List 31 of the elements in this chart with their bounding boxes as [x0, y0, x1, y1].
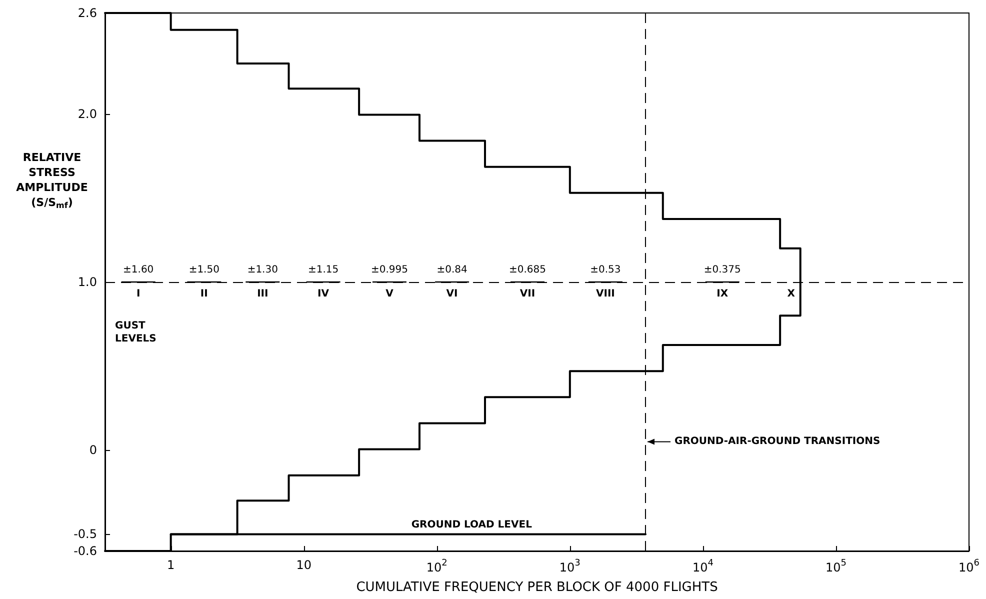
annotation: IX — [716, 288, 728, 300]
annotation: VIII — [596, 288, 615, 300]
y-tick-label: 0 — [89, 443, 97, 458]
annotation: GUST LEVELS — [115, 320, 156, 345]
annotation: ±0.84 — [436, 264, 468, 276]
annotation: ±0.53 — [590, 264, 621, 276]
ref-line-label: GROUND-AIR-GROUND TRANSITIONS — [674, 436, 880, 448]
y-tick-label: 2.6 — [78, 6, 97, 20]
annotation: X — [787, 288, 796, 300]
annotation: ±1.30 — [247, 264, 278, 276]
annotation: II — [200, 288, 208, 300]
x-tick-label: 10 — [296, 558, 312, 572]
annotation: I — [136, 288, 140, 300]
annotation: ±1.50 — [188, 264, 220, 276]
annotation: V — [386, 288, 394, 300]
annotation: ±1.15 — [308, 264, 339, 276]
series-label: GROUND LOAD LEVEL — [411, 520, 533, 531]
y-tick-label: -0.5 — [74, 527, 97, 542]
annotation: VII — [520, 288, 536, 300]
y-tick-label: 2.0 — [78, 106, 97, 121]
annotation: ±0.685 — [509, 264, 546, 276]
annotation: III — [257, 288, 268, 300]
y-tick-label: 1.0 — [78, 275, 97, 289]
annotation: VI — [446, 288, 458, 300]
annotation: ±0.375 — [704, 264, 741, 276]
annotation: IV — [318, 288, 330, 300]
annotation: ±0.995 — [370, 264, 408, 276]
y-tick-label: -0.6 — [74, 544, 97, 558]
x-axis-title: CUMULATIVE FREQUENCY PER BLOCK OF 4000 FLIGHTS — [356, 580, 718, 595]
annotation: ±1.60 — [123, 264, 154, 276]
x-tick-label: 1 — [167, 558, 175, 572]
